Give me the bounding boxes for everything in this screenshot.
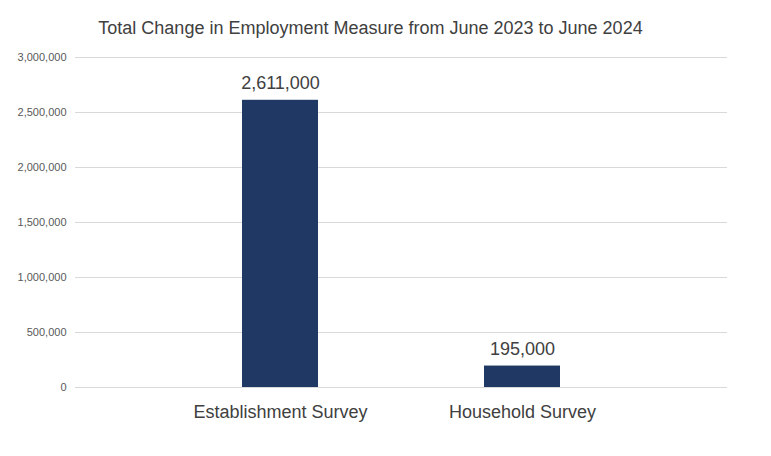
svg-text:Household Survey: Household Survey xyxy=(449,402,596,422)
svg-text:0: 0 xyxy=(60,381,66,393)
svg-text:2,611,000: 2,611,000 xyxy=(241,73,320,93)
svg-text:2,000,000: 2,000,000 xyxy=(18,161,67,173)
svg-text:500,000: 500,000 xyxy=(27,326,67,338)
svg-text:3,000,000: 3,000,000 xyxy=(18,51,67,63)
svg-text:195,000: 195,000 xyxy=(490,339,555,359)
svg-text:Establishment Survey: Establishment Survey xyxy=(193,402,367,422)
html-text:Total Change in Employment Mea: Total Change in Employment Measure from … xyxy=(98,18,643,38)
svg-text:1,500,000: 1,500,000 xyxy=(18,216,67,228)
svg-text:2,500,000: 2,500,000 xyxy=(18,106,67,118)
svg-text:1,000,000: 1,000,000 xyxy=(18,271,67,283)
